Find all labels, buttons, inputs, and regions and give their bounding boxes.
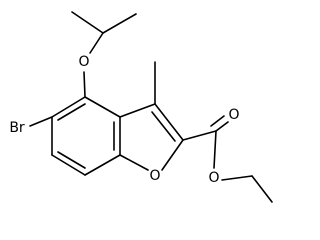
bond bbox=[251, 175, 273, 203]
bond bbox=[102, 13, 137, 34]
bond bbox=[151, 111, 176, 142]
bond bbox=[84, 96, 121, 118]
atom-label: O bbox=[228, 107, 239, 123]
atom-label: O bbox=[208, 170, 219, 186]
bond bbox=[51, 154, 86, 176]
atom-label: O bbox=[78, 54, 89, 70]
bond bbox=[119, 154, 149, 171]
bond bbox=[83, 71, 86, 98]
bond bbox=[182, 130, 217, 141]
molecule-diagram: Br O O O O bbox=[9, 11, 273, 203]
atom-label: O bbox=[149, 168, 160, 184]
bond bbox=[221, 175, 253, 181]
bond bbox=[57, 103, 86, 121]
bond bbox=[215, 121, 229, 132]
bond bbox=[51, 96, 86, 118]
bonds bbox=[29, 11, 273, 203]
bond bbox=[213, 130, 217, 169]
bond bbox=[29, 116, 53, 127]
bond bbox=[57, 151, 86, 169]
bond bbox=[210, 115, 225, 127]
bond bbox=[119, 103, 156, 118]
bond bbox=[84, 154, 121, 176]
bond bbox=[161, 139, 184, 171]
bond bbox=[71, 11, 104, 34]
atom-label: Br bbox=[9, 120, 25, 136]
bond bbox=[89, 32, 104, 54]
bond bbox=[154, 103, 184, 141]
